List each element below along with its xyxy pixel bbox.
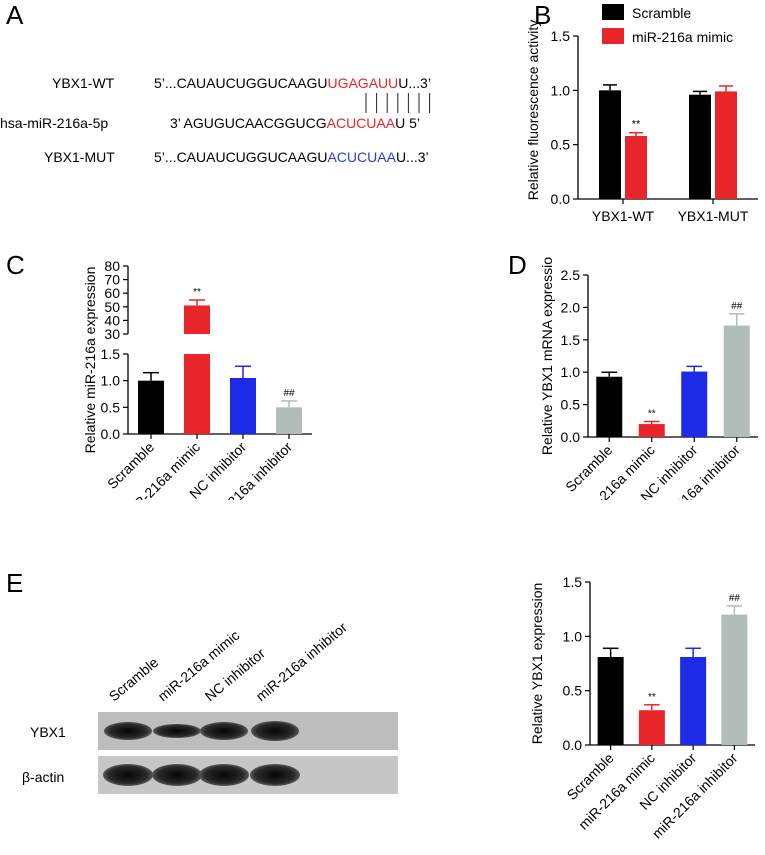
panel-label-c: C [6,250,25,280]
significance-label: ## [731,301,743,312]
y-tick-label: 2.0 [561,299,581,315]
y-tick-label: 1.0 [561,364,581,380]
sequence-suffix: U...3’ [398,75,431,91]
legend-label: miR-216a mimic [632,29,733,45]
bar [723,325,750,437]
significance-label: ** [648,408,656,419]
bar-lower-segment [184,354,210,434]
y-tick-label: 0.0 [101,426,121,442]
bar [230,378,256,434]
bar [597,656,624,745]
y-tick-label: 0.5 [101,399,121,415]
y-tick-label: 80 [104,258,120,274]
panel-label-e: E [6,568,24,598]
y-tick-label: 1.5 [563,574,583,590]
y-axis-label: Relative YBX1 expression [529,583,545,745]
lane-label: miR-216a inhibitor [253,619,351,704]
sequence-suffix: U...3’ [395,149,429,165]
legend-swatch [602,4,624,20]
bar [599,90,621,199]
y-tick-label: 2.5 [561,267,581,283]
bar [184,305,210,334]
bar [715,91,737,199]
binding-site: ACUCUAA [327,149,396,165]
sequence-name: YBX1-WT [52,75,115,91]
x-tick-label: YBX1-MUT [678,208,749,224]
legend-label: Scramble [632,5,691,21]
significance-label: ## [729,593,741,604]
x-tick-label: YBX1-WT [592,208,655,224]
bar [638,424,665,437]
chart-b: 0.0 0.5 1.0 1.5 Relative fluorescence activi… [525,4,758,224]
y-tick-label: 70 [104,272,120,288]
y-tick-label: 1.5 [101,346,121,362]
y-axis-label: Relative YBX1 mRNA expressio [539,257,555,455]
ybx1-band [251,721,299,741]
y-tick-label: 1.0 [563,628,583,644]
bar [681,371,708,437]
actin-band [103,764,153,786]
y-axis-label: Relative miR-216a expression [82,267,98,454]
sequence-name: YBX1-MUT [44,149,115,165]
base-pair-lines [365,93,431,113]
y-tick-label: 1.0 [551,82,571,98]
bar [276,407,302,434]
chart-d: 0.0 0.5 1.0 1.5 2.0 2.5 Relative YBX1 mRNA exp… [539,257,758,500]
y-axis-label: Relative fluorescence activity [525,20,541,201]
y-tick-label: 40 [104,312,120,328]
ybx1-band [104,722,152,740]
panel-label-a: A [6,0,24,30]
binding-site: UGAGAUU [327,75,399,91]
y-tick-label: 1.5 [551,28,571,44]
y-tick-label: 0.0 [561,429,581,445]
y-tick-label: 0.0 [551,191,571,207]
bar [689,94,711,199]
lane-label: Scramble [106,654,162,704]
y-tick-label: 1.5 [561,332,581,348]
significance-label: ** [193,287,201,298]
significance-label: ** [632,119,641,131]
y-tick-label: 0.5 [551,137,571,153]
blot-row-label: YBX1 [30,724,66,740]
y-tick-label: 0.0 [563,737,583,753]
bar [680,656,707,745]
panel-label-b: B [534,0,552,30]
actin-band [152,764,202,786]
ybx1-band [200,722,248,740]
bar [138,380,164,434]
actin-band [250,764,300,786]
y-tick-label: 50 [104,299,120,315]
bar [596,376,623,437]
bar [638,710,665,745]
y-tick-label: 60 [104,285,120,301]
blot-row-label: β-actin [22,769,64,785]
legend-swatch [602,28,624,44]
lane-label: miR-216a mimic [155,627,243,704]
y-tick-label: 1.0 [101,373,121,389]
bar [721,614,748,745]
y-tick-label: 0.5 [563,683,583,699]
ybx1-band [153,724,201,738]
panel-label-d: D [508,250,527,280]
sequence-suffix: U 5’ [395,115,420,131]
sequence-name: hsa-miR-216a-5p [0,115,109,131]
bar [625,135,647,199]
significance-label: ** [648,692,656,703]
y-tick-label: 30 [104,326,120,342]
sequence-prefix: 3’ AGUGUCAACGGUCG [170,115,327,131]
y-tick-label: 0.5 [561,397,581,413]
significance-label: ## [283,388,295,399]
sequence-prefix: 5’...CAUAUCUGGUCAAGU [154,75,328,91]
binding-site: ACUCUAA [326,115,396,131]
actin-band [199,764,249,786]
sequence-prefix: 5’...CAUAUCUGGUCAAGU [154,149,328,165]
